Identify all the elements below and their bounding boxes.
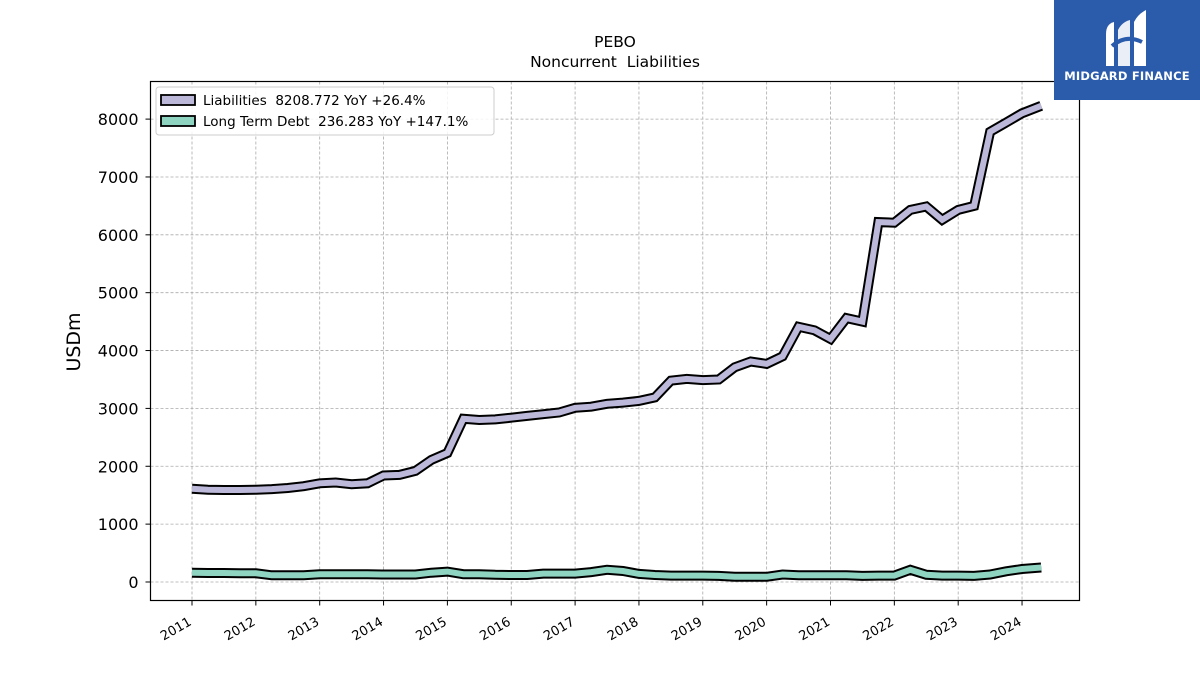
x-tick-label: 2014 <box>350 615 386 645</box>
series-line <box>191 103 1043 493</box>
x-tick-label: 2015 <box>414 615 450 645</box>
legend: Liabilities 8208.772 YoY +26.4% Long Term… <box>155 86 495 136</box>
y-tick-label: 5000 <box>98 284 139 303</box>
legend-swatch <box>160 115 196 127</box>
logo-text: MIDGARD FINANCE <box>1064 69 1190 83</box>
x-tick-label: 2016 <box>477 615 513 645</box>
x-tick-label: 2022 <box>861 615 897 645</box>
x-tick-label: 2024 <box>988 615 1024 645</box>
x-tick-label: 2020 <box>733 615 769 645</box>
grid <box>150 81 1080 601</box>
logo-mark-icon <box>1106 10 1146 66</box>
x-tick-label: 2021 <box>797 615 833 645</box>
y-tick-label: 2000 <box>98 457 139 476</box>
y-axis-label: USDm <box>63 312 85 371</box>
x-axis: 2011 2012 2013 2014 2015 2016 2017 2018 2019 2020… <box>158 600 1024 645</box>
y-tick-label: 1000 <box>98 515 139 534</box>
chart-title: PEBO <box>594 33 636 51</box>
y-tick-label: 3000 <box>98 399 139 418</box>
x-tick-label: 2011 <box>158 615 194 645</box>
legend-label: Long Term Debt 236.283 YoY +147.1% <box>203 114 468 130</box>
y-tick-label: 6000 <box>98 226 139 245</box>
x-tick-label: 2013 <box>286 615 322 645</box>
chart-subtitle: Noncurrent Liabilities <box>530 53 700 71</box>
series-layer <box>191 101 1044 582</box>
series-line <box>191 564 1042 580</box>
y-tick-label: 7000 <box>98 168 139 187</box>
y-tick-label: 4000 <box>98 342 139 361</box>
legend-box <box>155 86 495 136</box>
y-axis: 0 1000 2000 3000 4000 5000 6000 7000 8000 <box>98 110 151 592</box>
x-tick-label: 2019 <box>669 615 705 645</box>
x-tick-label: 2017 <box>541 615 577 645</box>
y-tick-label: 8000 <box>98 110 139 129</box>
x-tick-label: 2023 <box>924 615 960 645</box>
legend-swatch <box>160 94 196 106</box>
x-tick-label: 2018 <box>605 615 641 645</box>
y-tick-label: 0 <box>128 573 138 592</box>
midgard-finance-logo: MIDGARD FINANCE <box>1054 0 1200 100</box>
plot-frame <box>149 80 1081 602</box>
x-tick-label: 2012 <box>222 615 258 645</box>
legend-label: Liabilities 8208.772 YoY +26.4% <box>203 93 426 109</box>
